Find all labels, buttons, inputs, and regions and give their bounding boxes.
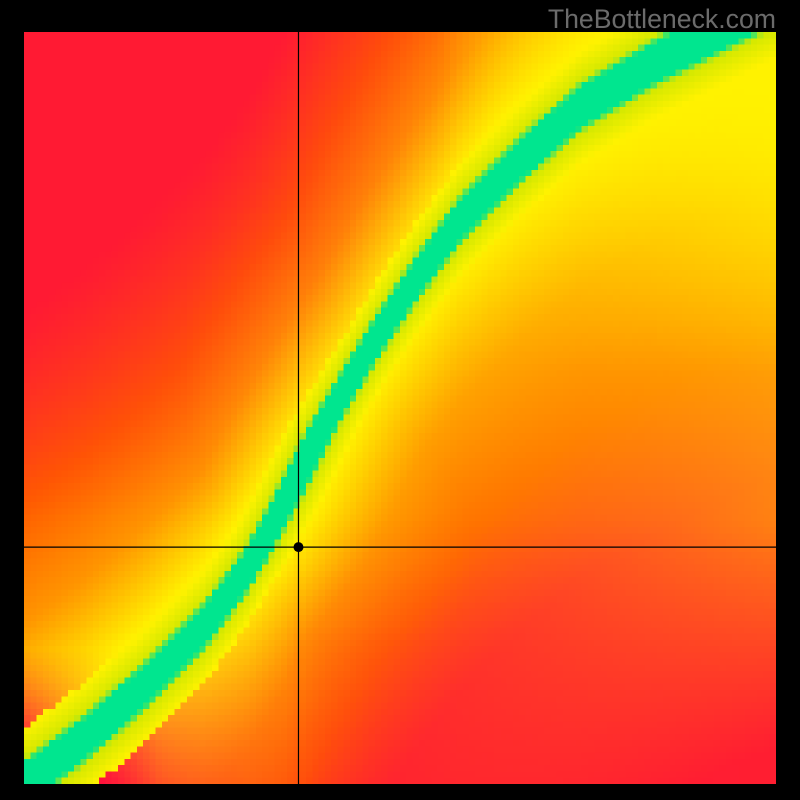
watermark-text: TheBottleneck.com — [548, 4, 776, 35]
bottleneck-heatmap — [24, 32, 776, 784]
